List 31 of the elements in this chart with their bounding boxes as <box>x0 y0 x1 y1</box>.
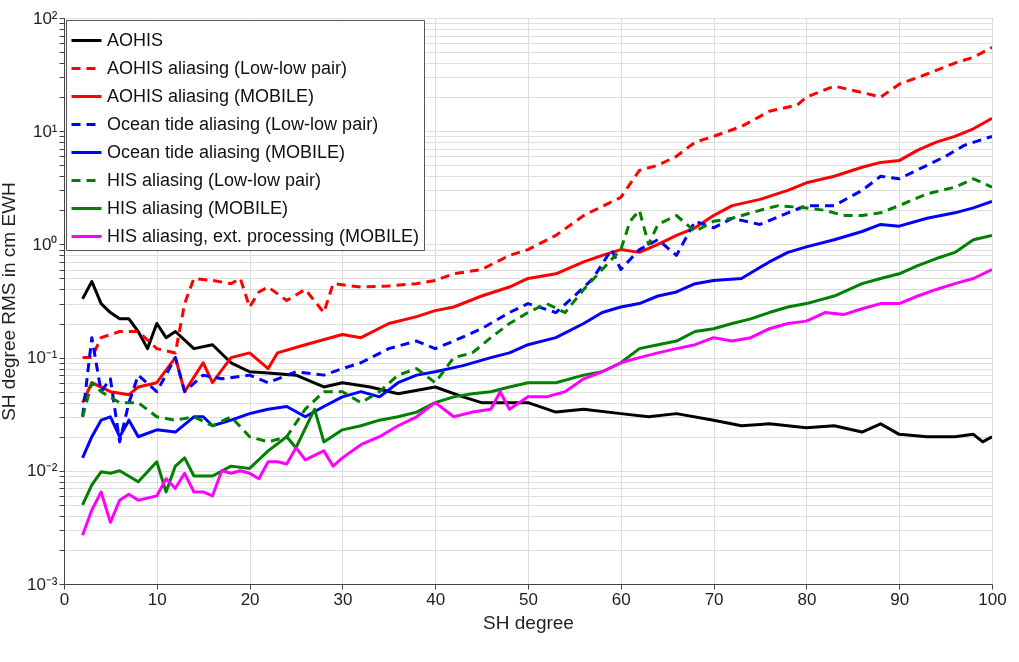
legend-label: Ocean tide aliasing (Low-low pair) <box>107 113 379 134</box>
legend-label: AOHIS aliasing (MOBILE) <box>107 85 315 106</box>
x-tick-label: 30 <box>333 589 353 609</box>
y-tick-label: 10¹ <box>32 121 58 141</box>
line-series <box>81 45 992 360</box>
line-series <box>81 268 992 537</box>
x-tick-label: 60 <box>611 589 631 609</box>
y-axis-title: SH degree RMS in cm EWH <box>0 182 19 421</box>
legend-label: AOHIS aliasing (Low-low pair) <box>107 57 348 78</box>
legend-label: AOHIS <box>107 29 164 50</box>
legend-label: HIS aliasing (MOBILE) <box>107 197 289 218</box>
x-tick-label: 20 <box>240 589 260 609</box>
x-tick-label: 90 <box>890 589 910 609</box>
x-tick-label: 10 <box>147 589 167 609</box>
y-tick-label: 10⁻¹ <box>26 348 58 368</box>
legend-label: Ocean tide aliasing (MOBILE) <box>107 141 346 162</box>
y-tick-label: 10⁻³ <box>26 574 58 594</box>
x-tick-label: 70 <box>704 589 724 609</box>
y-tick-label: 10⁻² <box>26 461 58 481</box>
x-axis-title: SH degree <box>483 611 574 633</box>
x-tick-label: 80 <box>797 589 817 609</box>
legend-label: HIS aliasing (Low-low pair) <box>107 169 322 190</box>
legend-label: HIS aliasing, ext. processing (MOBILE) <box>107 225 420 246</box>
x-tick-label: 0 <box>59 589 70 609</box>
y-tick-label: 10² <box>32 8 58 28</box>
x-tick-label: 40 <box>426 589 446 609</box>
line-series <box>81 116 992 405</box>
x-tick-label: 50 <box>519 589 538 609</box>
x-tick-label: 100 <box>978 589 1007 609</box>
line-series <box>81 280 992 444</box>
y-tick-label: 10⁰ <box>32 234 58 254</box>
